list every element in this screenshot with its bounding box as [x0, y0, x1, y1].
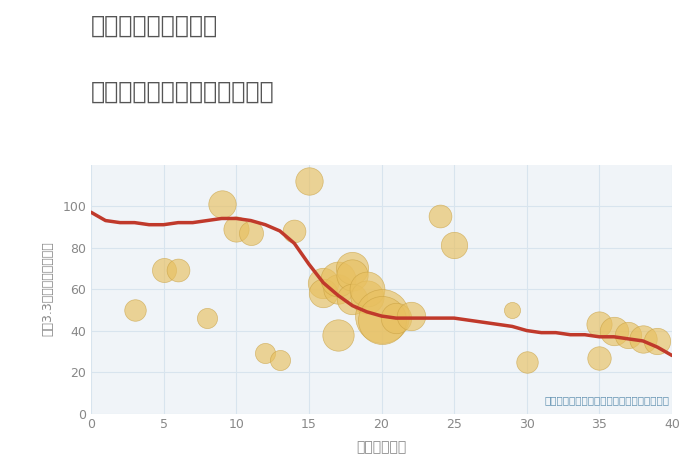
- Point: [274, 356, 286, 363]
- Point: [332, 285, 344, 293]
- Point: [594, 321, 605, 328]
- Y-axis label: 坪（3.3㎡）単価（万円）: 坪（3.3㎡）単価（万円）: [41, 242, 54, 337]
- Point: [158, 266, 169, 274]
- Point: [346, 296, 358, 303]
- Point: [376, 312, 387, 320]
- Point: [172, 266, 183, 274]
- Point: [521, 358, 532, 366]
- Text: 円の大きさは、取引のあった物件面積を示す: 円の大きさは、取引のあった物件面積を示す: [544, 395, 669, 405]
- Point: [652, 337, 663, 345]
- Point: [129, 306, 140, 313]
- Text: 奈良県橿原市高殿町: 奈良県橿原市高殿町: [91, 14, 218, 38]
- Point: [303, 177, 314, 185]
- Point: [346, 271, 358, 278]
- Point: [449, 242, 460, 249]
- Point: [507, 306, 518, 313]
- Point: [391, 314, 402, 322]
- Point: [376, 316, 387, 324]
- Point: [361, 285, 372, 293]
- Point: [638, 335, 649, 343]
- Point: [231, 225, 242, 233]
- Point: [346, 265, 358, 272]
- Point: [202, 314, 213, 322]
- Point: [260, 350, 271, 357]
- Point: [318, 290, 329, 297]
- Point: [332, 275, 344, 282]
- Point: [608, 327, 620, 334]
- Point: [594, 354, 605, 361]
- Point: [245, 229, 256, 237]
- Point: [289, 227, 300, 235]
- Point: [623, 331, 634, 338]
- Point: [332, 331, 344, 338]
- Point: [434, 212, 445, 220]
- Point: [318, 279, 329, 287]
- Text: 築年数別中古マンション価格: 築年数別中古マンション価格: [91, 80, 274, 104]
- Point: [405, 312, 416, 320]
- Point: [216, 200, 228, 208]
- X-axis label: 築年数（年）: 築年数（年）: [356, 440, 407, 454]
- Point: [361, 294, 372, 301]
